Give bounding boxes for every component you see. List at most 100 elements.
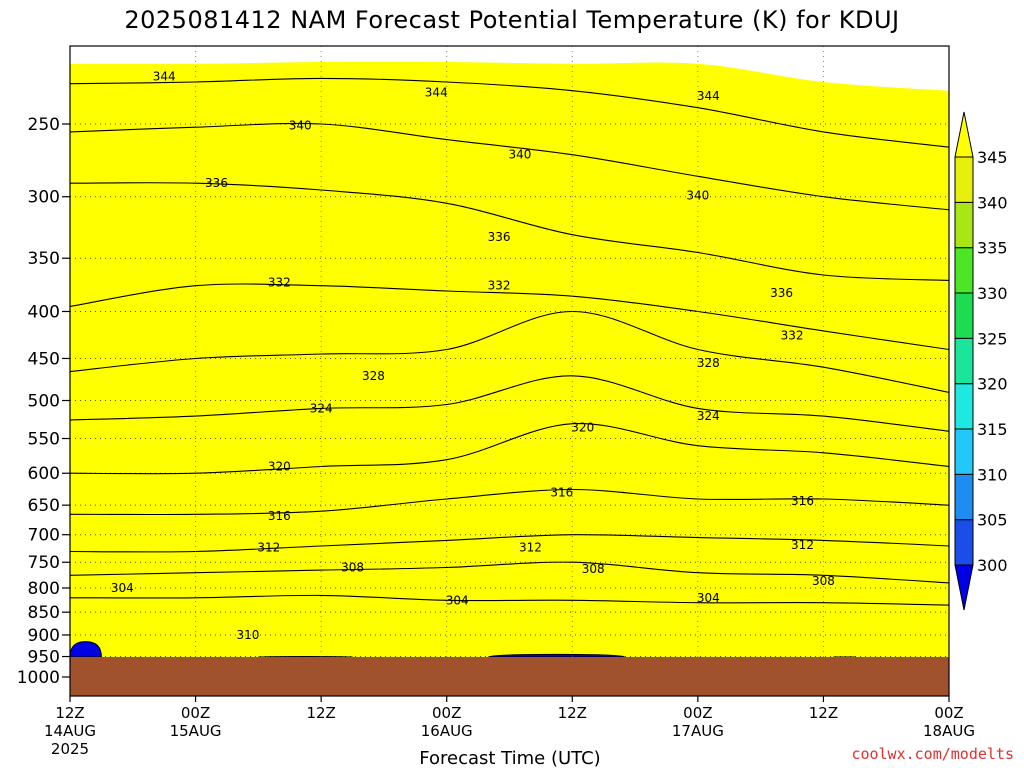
- y-tick-label-300: 300: [28, 188, 60, 208]
- contour-label-344: 344: [697, 89, 720, 103]
- colorbar-segment-8: [954, 156, 974, 203]
- y-tick-label-700: 700: [28, 526, 60, 546]
- x-tick-time: 00Z: [181, 704, 210, 722]
- contour-label-312: 312: [791, 538, 814, 552]
- colorbar-segment-5: [954, 292, 974, 339]
- colorbar: 300 305 310 315 320 325 330 335 340 345: [954, 111, 1008, 611]
- x-tick-time: 12Z: [809, 704, 838, 722]
- x-tick-date: 17AUG: [672, 722, 724, 740]
- contour-label-316: 316: [550, 486, 573, 500]
- x-tick-date: 16AUG: [421, 722, 473, 740]
- contour-line-344: [70, 77, 949, 148]
- colorbar-label-315: 315: [977, 420, 1008, 439]
- x-tick-year: 2025: [51, 740, 89, 758]
- x-tick-date: 18AUG: [923, 722, 975, 740]
- contour-label-324: 324: [697, 409, 720, 423]
- colorbar-label-340: 340: [977, 193, 1008, 212]
- contour-label-328: 328: [697, 356, 720, 370]
- colorbar-segment-2: [954, 428, 974, 475]
- y-tick-label-450: 450: [28, 349, 60, 369]
- contour-line-324: [70, 375, 949, 432]
- y-tick-label-1000: 1000: [17, 668, 60, 688]
- contour-label-340: 340: [509, 148, 532, 162]
- contour-line-340: [70, 122, 949, 211]
- contour-label-340: 340: [289, 119, 312, 133]
- contour-line-328: [70, 310, 949, 393]
- y-tick-label-900: 900: [28, 626, 60, 646]
- colorbar-label-345: 345: [977, 148, 1008, 167]
- colorbar-label-310: 310: [977, 465, 1008, 484]
- x-tick-time: 00Z: [934, 704, 963, 722]
- fill-band-9: [70, 61, 949, 696]
- x-tick-time: 00Z: [683, 704, 712, 722]
- y-tick-label-400: 400: [28, 302, 60, 322]
- colorbar-label-305: 305: [977, 511, 1008, 530]
- contour-label-316: 316: [791, 494, 814, 508]
- contour-label-304: 304: [111, 581, 134, 595]
- contour-label-332: 332: [488, 279, 511, 293]
- contour-line-332: [70, 283, 949, 351]
- colorbar-segment-6: [954, 247, 974, 294]
- contour-label-304: 304: [697, 591, 720, 605]
- contour-label-308: 308: [812, 574, 835, 588]
- x-tick-time: 12Z: [306, 704, 335, 722]
- credit-text: coolwx.com/modelts: [851, 745, 1014, 763]
- plot-area: 344 344 344 340 340 340 336 336 336 332 332 332 328 3…: [70, 46, 949, 696]
- colorbar-arrow-high: [954, 111, 974, 158]
- x-tick-date: 15AUG: [170, 722, 222, 740]
- contour-line-308: [70, 561, 949, 584]
- contour-label-332: 332: [781, 329, 804, 343]
- contour-label-308: 308: [582, 562, 605, 576]
- plot-border: [69, 45, 950, 697]
- colorbar-segment-3: [954, 383, 974, 430]
- x-axis-label: Forecast Time (UTC): [419, 748, 600, 768]
- y-tick-label-500: 500: [28, 392, 60, 412]
- contour-line-336: [70, 182, 949, 281]
- contour-label-336: 336: [488, 230, 511, 244]
- x-tick-date: 14AUG: [44, 722, 96, 740]
- contour-label-340: 340: [686, 188, 709, 202]
- contour-label-324: 324: [310, 401, 333, 415]
- contour-label-304: 304: [446, 593, 469, 607]
- y-tick-label-650: 650: [28, 496, 60, 516]
- colorbar-label-320: 320: [977, 375, 1008, 394]
- contour-line-312: [70, 534, 949, 553]
- y-tick-label-850: 850: [28, 603, 60, 623]
- contour-label-328: 328: [362, 369, 385, 383]
- contour-label-308: 308: [341, 561, 364, 575]
- y-tick-label-350: 350: [28, 249, 60, 269]
- y-tick-label-550: 550: [28, 430, 60, 450]
- colorbar-segment-7: [954, 201, 974, 249]
- chart-title: 2025081412 NAM Forecast Potential Temper…: [124, 6, 899, 34]
- y-tick-label-750: 750: [28, 553, 60, 573]
- contour-label-344: 344: [425, 85, 448, 99]
- contour-label-332: 332: [268, 276, 291, 290]
- contour-label-310: 310: [236, 628, 259, 642]
- contour-label-316: 316: [268, 509, 291, 523]
- cold-pool-0: [70, 641, 102, 658]
- colorbar-label-335: 335: [977, 239, 1008, 258]
- colorbar-segment-4: [954, 337, 974, 385]
- contour-label-320: 320: [571, 420, 594, 434]
- plot-frame: [69, 45, 950, 697]
- contour-label-336: 336: [205, 176, 228, 190]
- contour-label-336: 336: [770, 286, 793, 300]
- colorbar-segment-1: [954, 473, 974, 521]
- ground-area: [70, 657, 949, 696]
- contour-line-316: [70, 488, 949, 516]
- x-tick-time: 00Z: [432, 704, 461, 722]
- y-tick-label-250: 250: [28, 115, 60, 135]
- y-tick-label-950: 950: [28, 648, 60, 668]
- colorbar-arrow-low: [954, 564, 974, 611]
- contour-label-312: 312: [257, 541, 280, 555]
- contour-label-320: 320: [268, 460, 291, 474]
- x-tick-time: 12Z: [558, 704, 587, 722]
- colorbar-segment-0: [954, 519, 974, 566]
- contour-line-320: [70, 423, 949, 475]
- y-tick-label-800: 800: [28, 579, 60, 599]
- contour-label-344: 344: [153, 70, 176, 84]
- y-axis: 250 300 350 400 450 500 550 600 650 700 750 800 850 9…: [17, 115, 70, 688]
- colorbar-label-330: 330: [977, 284, 1008, 303]
